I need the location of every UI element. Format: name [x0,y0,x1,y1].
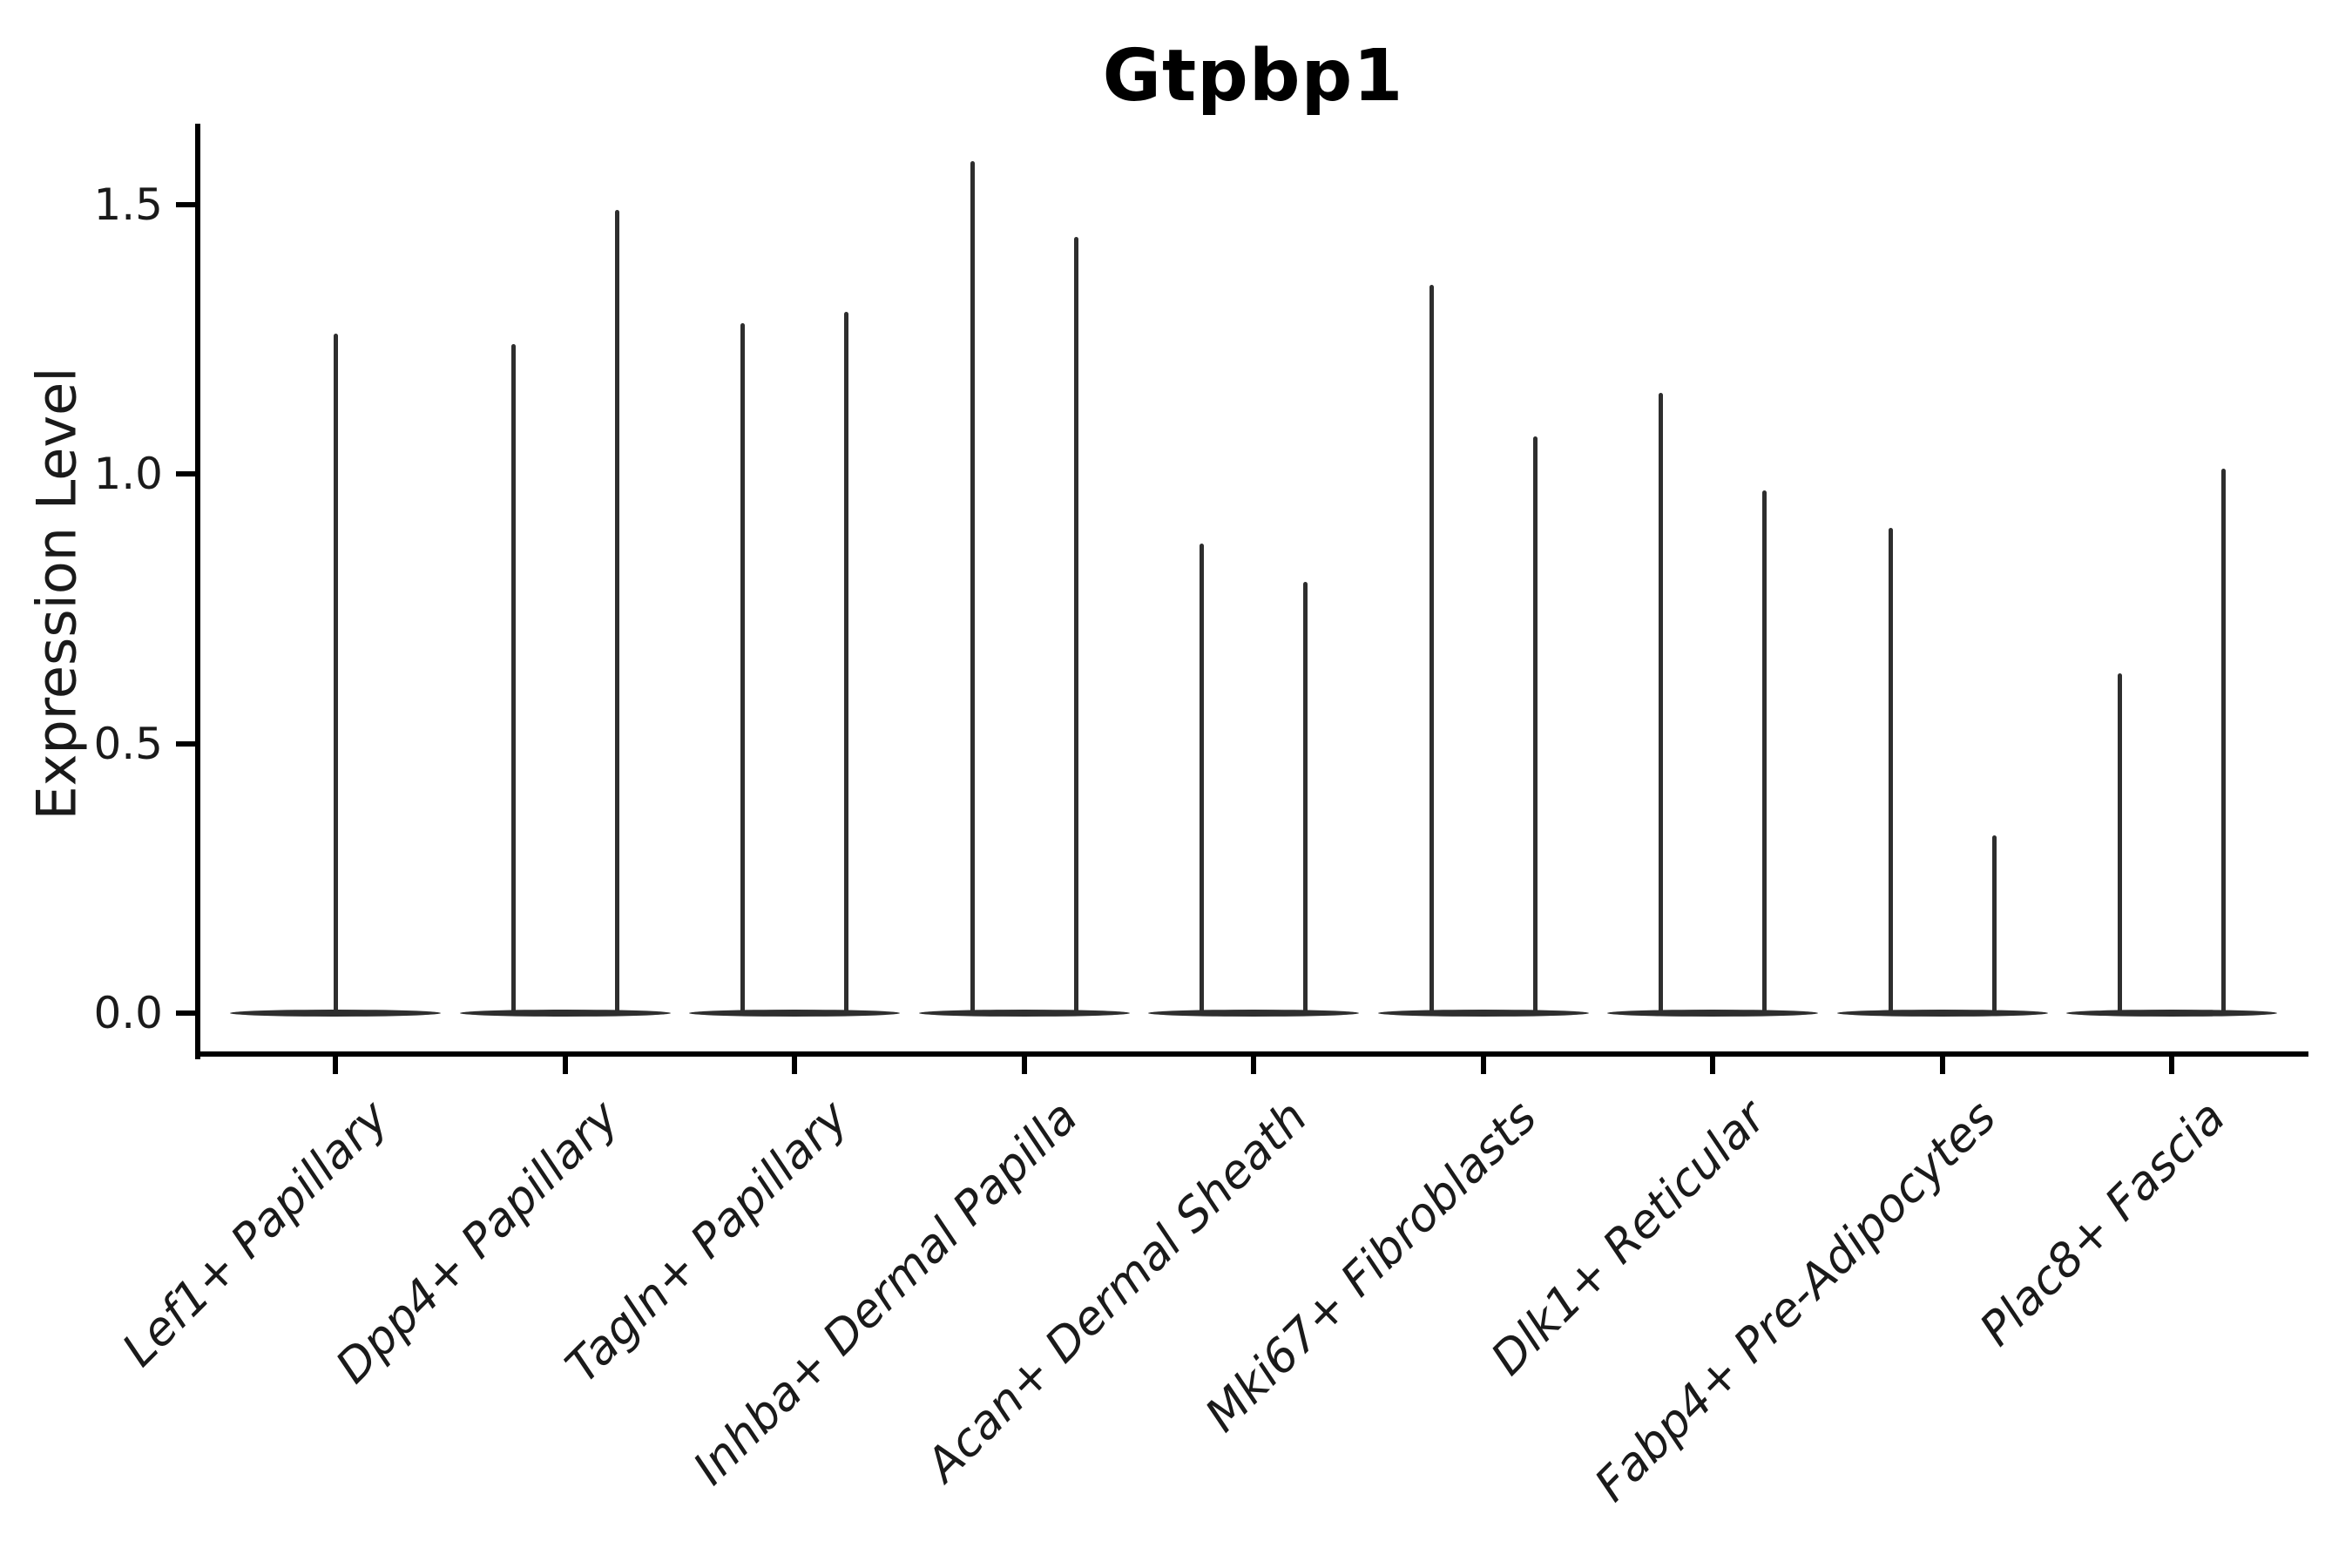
violin-spike [1073,236,1078,1015]
violin-spike [1532,436,1538,1015]
y-axis-label: Expression Level [24,367,89,821]
y-tick-mark [176,1010,195,1016]
violin-spike [1888,527,1893,1015]
violin-spike [740,322,745,1015]
x-tick-mark [792,1057,797,1074]
x-tick-mark [1710,1057,1715,1074]
violin-base [459,1010,671,1017]
violin-spike [1991,835,1997,1015]
x-tick-mark [1251,1057,1256,1074]
violin-spike [844,312,848,1015]
x-tick-label: Plac8+ Fascia [1970,1091,2236,1356]
y-tick-label: 1.5 [93,179,163,230]
violin-spike [2221,468,2226,1015]
violin-base [1148,1010,1359,1017]
violin-base [1836,1010,2048,1017]
x-tick-mark [1021,1057,1027,1074]
violin-base [2066,1010,2277,1017]
violin-spike [1659,393,1663,1015]
x-tick-label: Inhba+ Dermal Papilla [683,1091,1088,1496]
violin-spike [614,209,619,1015]
violin-spike [1762,490,1767,1015]
violin-base [689,1010,900,1017]
x-tick-mark [562,1057,568,1074]
chart-title: Gtpbp1 [1102,35,1404,118]
violin-spike [970,160,975,1015]
violin-base [918,1010,1130,1017]
x-tick-label: Fabp4+ Pre-Adipocytes [1585,1091,2006,1512]
violin-spike [333,334,338,1015]
x-tick-label: Acan+ Dermal Sheath [916,1091,1318,1492]
violin-base [1377,1010,1589,1017]
violin-spike [1429,285,1434,1015]
violin-spike [2118,673,2122,1015]
y-axis-spine [195,124,200,1059]
y-tick-mark [176,201,195,207]
y-tick-label: 0.5 [93,718,163,769]
y-tick-label: 0.0 [93,988,163,1038]
x-tick-mark [2169,1057,2174,1074]
x-tick-mark [1939,1057,1945,1074]
x-axis-spine [195,1051,2308,1057]
x-tick-mark [333,1057,338,1074]
violin-base [1607,1010,1818,1017]
x-tick-mark [1480,1057,1486,1074]
y-tick-mark [176,740,195,747]
violin-spike [510,344,516,1015]
y-tick-mark [176,471,195,476]
y-tick-label: 1.0 [93,449,163,499]
violin-spike [1303,581,1308,1015]
violin-spike [1200,544,1204,1015]
